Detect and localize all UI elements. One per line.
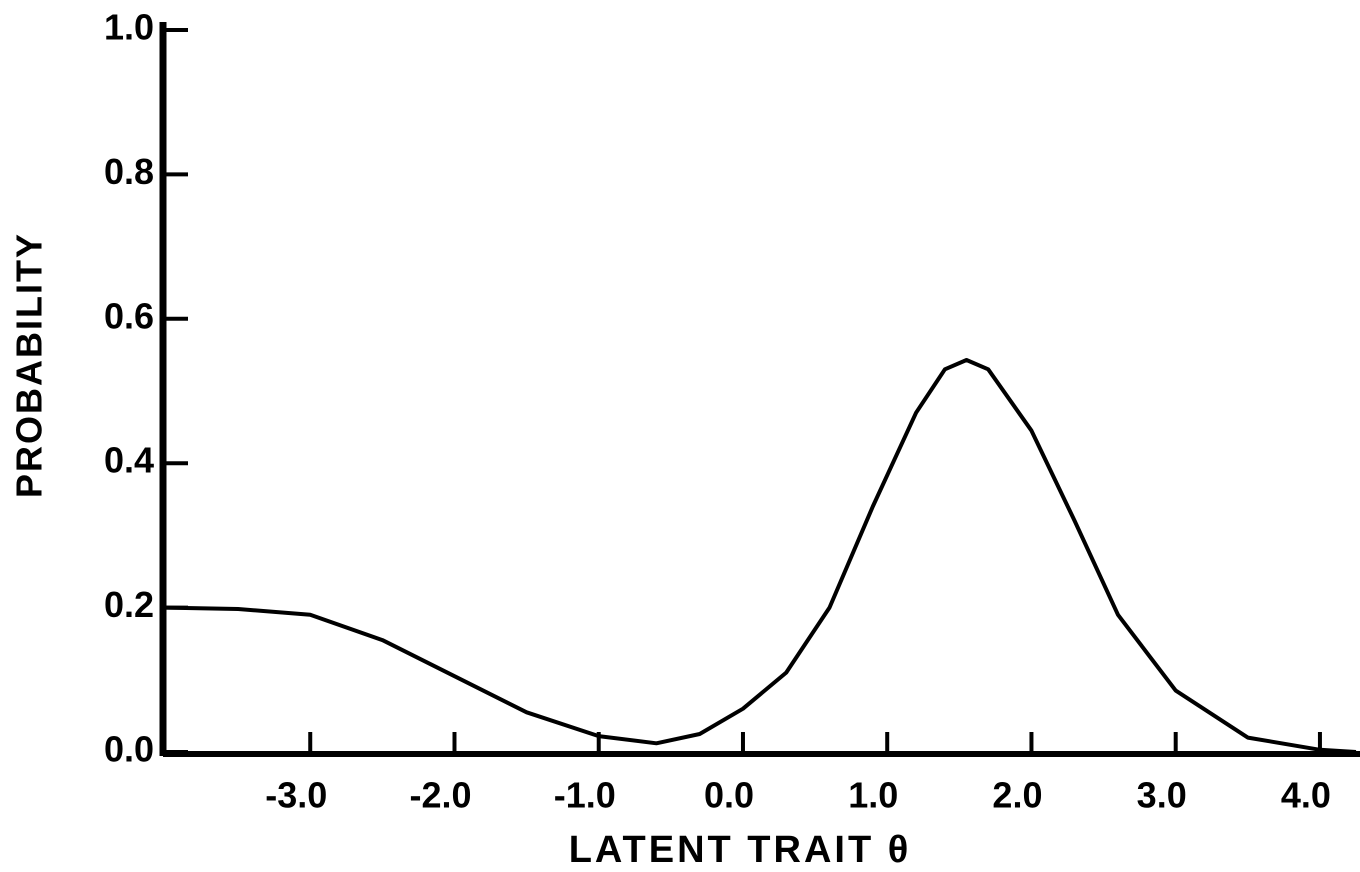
x-tick-label: 4.0	[1281, 775, 1331, 816]
y-tick-label: 0.6	[104, 295, 154, 336]
y-tick-label: 0.0	[104, 729, 154, 770]
x-axis-title: LATENT TRAIT θ	[569, 829, 912, 871]
y-axis-title: PROBABILITY	[9, 232, 50, 498]
x-tick-label: -1.0	[554, 775, 616, 816]
y-tick-label: 0.8	[104, 151, 154, 192]
curve	[165, 358, 1357, 754]
y-tick-label: 0.2	[104, 584, 154, 625]
y-tick-label: 0.4	[104, 440, 154, 481]
x-tick-label: 3.0	[1137, 775, 1187, 816]
x-tick-label: 2.0	[992, 775, 1042, 816]
y-tick-label: 1.0	[104, 7, 154, 48]
x-tick-label: 0.0	[704, 775, 754, 816]
x-tick-label: -3.0	[265, 775, 327, 816]
x-tick-label: 1.0	[848, 775, 898, 816]
x-tick-label: -2.0	[409, 775, 471, 816]
